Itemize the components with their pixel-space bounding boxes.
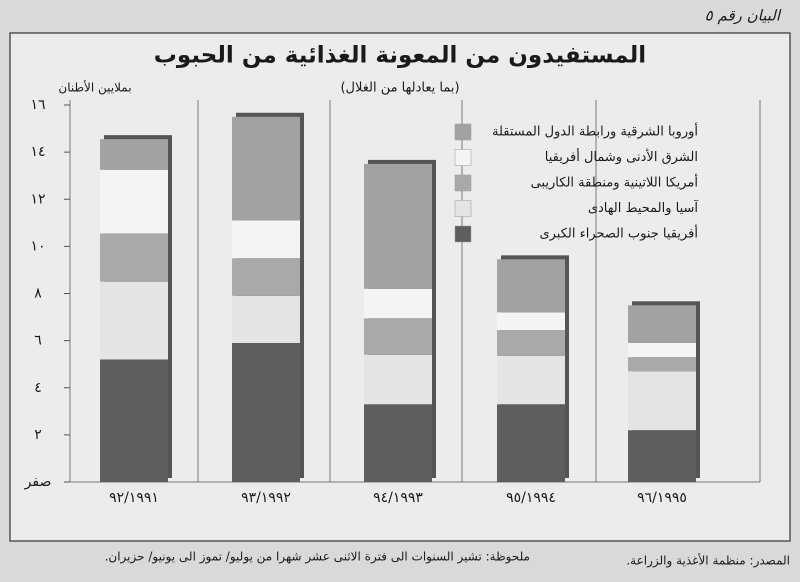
bar-segment [497, 330, 565, 356]
bar-segment [232, 295, 300, 343]
legend-label: أوروبا الشرقية ورابطة الدول المستقلة [492, 123, 698, 140]
y-tick-label: ٤ [34, 380, 42, 396]
legend-swatch [454, 200, 472, 217]
bar-segment [232, 116, 300, 221]
y-tick-label: ٨ [34, 286, 42, 302]
bar-segment [232, 342, 300, 482]
bar-segment [364, 318, 432, 355]
bar-segment [100, 359, 168, 482]
y-tick-label: صفر [24, 474, 52, 490]
bar-segment [497, 355, 565, 405]
legend-swatch [454, 174, 472, 192]
bar-segment [364, 354, 432, 405]
bar-segment [232, 258, 300, 296]
y-tick-label: ١٠ [30, 238, 45, 254]
bar-segment [628, 430, 696, 482]
legend-label: أفريقيا جنوب الصحراء الكبرى [539, 225, 698, 242]
legend-label: آسيا والمحيط الهادى [588, 199, 700, 216]
legend-label: الشرق الأدنى وشمال أفريقيا [545, 148, 698, 165]
legend-label: أمريكا اللاتينية ومنطقة الكاريبى [531, 174, 698, 191]
x-tick-label: ٩٢/١٩٩١ [109, 490, 159, 506]
legend-swatch [454, 123, 472, 141]
bar-segment [628, 305, 696, 343]
bar-segment [497, 259, 565, 313]
y-tick-label: ١٢ [30, 191, 45, 207]
y-tick-label: ٢ [34, 427, 42, 443]
chart-title: المستفيدون من المعونة الغذائية من الحبوب [154, 43, 646, 69]
chart-subtitle: (بما يعادلها من الغلال) [340, 81, 459, 96]
x-tick-label: ٩٤/١٩٩٣ [373, 490, 423, 506]
y-tick-label: ١٤ [30, 144, 45, 160]
legend-swatch [454, 149, 472, 166]
bar-segment [100, 233, 168, 282]
bar-segment [497, 404, 565, 482]
x-tick-label: ٩٦/١٩٩٥ [637, 490, 687, 506]
x-tick-label: ٩٥/١٩٩٤ [506, 490, 556, 506]
y-tick-label: ١٦ [30, 97, 45, 113]
y-tick-label: ٦ [34, 333, 42, 349]
bar-segment [497, 312, 565, 331]
legend-swatch [454, 225, 472, 243]
x-tick-label: ٩٣/١٩٩٢ [241, 490, 291, 506]
figure-label: البيان رقم ٥ [705, 7, 782, 25]
bar-segment [628, 357, 696, 372]
bar-segment [628, 371, 696, 431]
bar-segment [628, 342, 696, 358]
bar-segment [364, 404, 432, 482]
bar-segment [100, 281, 168, 360]
bar-segment [364, 163, 432, 289]
note: ملحوظة: تشير السنوات الى فترة الاثنى عشر… [105, 550, 530, 565]
bar-segment [100, 169, 168, 234]
bar-segment [364, 288, 432, 319]
source: المصدر: منظمة الأغذية والزراعة. [626, 553, 790, 569]
bar-segment [100, 139, 168, 170]
bar-segment [232, 220, 300, 259]
y-axis-label: بملايين الأطنان [58, 80, 131, 96]
